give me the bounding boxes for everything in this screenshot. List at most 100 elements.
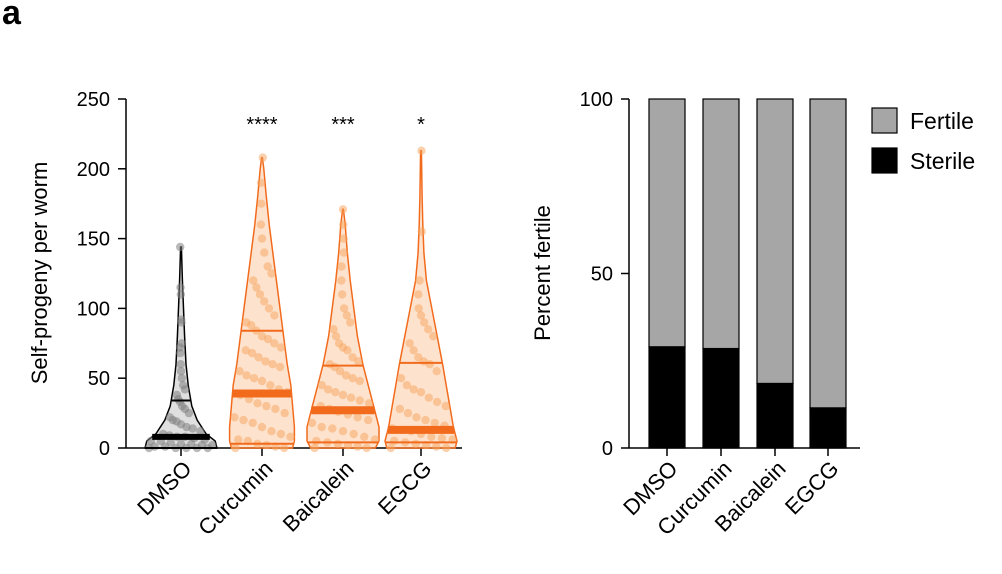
data-point bbox=[364, 399, 374, 408]
data-point bbox=[333, 439, 343, 448]
data-point bbox=[275, 362, 285, 372]
data-point bbox=[429, 332, 438, 341]
data-point bbox=[417, 146, 426, 155]
data-point bbox=[266, 381, 275, 390]
data-point bbox=[339, 248, 349, 257]
data-point bbox=[267, 269, 276, 278]
data-point bbox=[176, 360, 185, 369]
y-tick-label: 0 bbox=[99, 438, 110, 460]
data-point bbox=[310, 443, 319, 453]
data-point bbox=[416, 388, 426, 397]
data-point bbox=[346, 318, 355, 327]
legend-swatch-sterile bbox=[871, 147, 898, 174]
data-point bbox=[176, 290, 185, 299]
data-point bbox=[416, 311, 426, 320]
data-point bbox=[166, 438, 175, 447]
legend-swatch-fertile bbox=[871, 107, 898, 134]
data-point bbox=[249, 276, 258, 285]
data-point bbox=[396, 374, 406, 383]
data-point bbox=[247, 348, 257, 358]
y-tick-label: 50 bbox=[591, 264, 613, 286]
data-point bbox=[405, 339, 414, 348]
data-point bbox=[427, 432, 436, 441]
data-point bbox=[231, 443, 240, 453]
data-point bbox=[338, 290, 347, 299]
data-point bbox=[256, 220, 266, 229]
data-point bbox=[355, 396, 364, 405]
data-point bbox=[270, 339, 279, 348]
violin-chart: 0 50 100 150 200 250 Self-progeny per worm DMSO… bbox=[27, 89, 462, 540]
bar-sterile-dmso bbox=[648, 346, 686, 449]
data-point bbox=[255, 290, 265, 299]
data-point bbox=[172, 390, 182, 400]
data-point bbox=[280, 443, 289, 453]
data-point bbox=[432, 397, 442, 407]
data-point bbox=[362, 443, 371, 453]
data-point bbox=[420, 318, 429, 327]
data-point bbox=[339, 304, 349, 313]
data-point bbox=[339, 234, 348, 243]
data-point bbox=[286, 432, 295, 441]
data-point bbox=[242, 318, 251, 327]
data-point bbox=[260, 248, 269, 257]
y-axis-title: Self-progeny per worm bbox=[27, 162, 52, 385]
data-point bbox=[312, 436, 321, 446]
significance-marker: *** bbox=[331, 114, 355, 136]
data-point bbox=[276, 343, 286, 352]
data-point bbox=[386, 443, 395, 453]
x-tick-label: Curcumin bbox=[193, 456, 277, 540]
data-point bbox=[235, 367, 244, 376]
data-point bbox=[414, 304, 423, 313]
data-point bbox=[337, 276, 346, 285]
data-point bbox=[348, 374, 357, 383]
data-point bbox=[337, 262, 346, 271]
data-point bbox=[360, 432, 369, 441]
data-point bbox=[339, 220, 348, 229]
data-point bbox=[437, 434, 447, 443]
data-point bbox=[355, 376, 364, 386]
data-point bbox=[328, 424, 337, 433]
significance-marker: **** bbox=[246, 114, 277, 136]
data-point bbox=[390, 436, 399, 446]
bar-sterile-egcg bbox=[809, 407, 847, 449]
data-point bbox=[317, 422, 326, 432]
data-point bbox=[334, 339, 344, 348]
data-point bbox=[249, 374, 259, 383]
data-point bbox=[342, 311, 352, 320]
data-point bbox=[177, 315, 186, 324]
data-point bbox=[421, 415, 430, 425]
bar-sterile-curcumin bbox=[702, 347, 740, 449]
data-point bbox=[280, 408, 289, 418]
data-point bbox=[254, 353, 263, 362]
data-point bbox=[252, 283, 261, 292]
data-point bbox=[395, 404, 405, 414]
y-axis-title: Percent fertile bbox=[530, 205, 555, 341]
data-point bbox=[341, 371, 351, 380]
data-point bbox=[409, 385, 418, 394]
y-tick-label: 0 bbox=[602, 438, 613, 460]
x-tick-label: EGCG bbox=[780, 456, 843, 519]
data-point bbox=[432, 442, 441, 451]
data-point bbox=[262, 401, 271, 411]
data-point bbox=[248, 418, 257, 428]
data-point bbox=[258, 153, 267, 162]
data-point bbox=[239, 415, 248, 425]
data-point bbox=[230, 413, 239, 422]
data-point bbox=[353, 442, 362, 451]
data-point bbox=[264, 304, 274, 313]
data-point bbox=[331, 332, 341, 341]
data-point bbox=[346, 393, 356, 402]
bar-fertile-egcg bbox=[809, 98, 847, 409]
data-point bbox=[348, 353, 357, 362]
data-point bbox=[276, 429, 286, 439]
data-point bbox=[412, 413, 421, 422]
x-tick-label: Baicalein bbox=[278, 456, 359, 537]
data-point bbox=[257, 234, 267, 243]
data-point bbox=[176, 367, 186, 376]
data-point bbox=[178, 381, 188, 390]
bar-sterile-baicalein bbox=[756, 382, 794, 449]
data-point bbox=[442, 443, 451, 453]
legend-label-fertile: Fertile bbox=[910, 108, 974, 134]
data-point bbox=[165, 413, 175, 422]
data-point bbox=[242, 371, 251, 380]
